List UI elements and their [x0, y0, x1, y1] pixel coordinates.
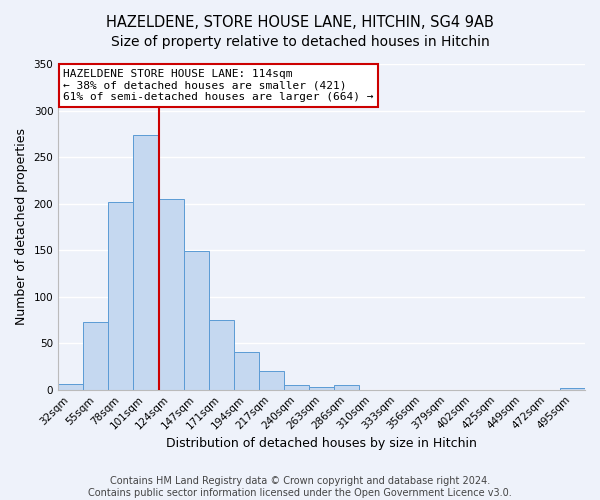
- Bar: [83, 322, 109, 390]
- Y-axis label: Number of detached properties: Number of detached properties: [15, 128, 28, 326]
- Bar: [133, 134, 158, 390]
- Text: Size of property relative to detached houses in Hitchin: Size of property relative to detached ho…: [110, 35, 490, 49]
- X-axis label: Distribution of detached houses by size in Hitchin: Distribution of detached houses by size …: [166, 437, 477, 450]
- Bar: [334, 385, 359, 390]
- Text: HAZELDENE, STORE HOUSE LANE, HITCHIN, SG4 9AB: HAZELDENE, STORE HOUSE LANE, HITCHIN, SG…: [106, 15, 494, 30]
- Bar: [184, 251, 209, 390]
- Bar: [209, 320, 234, 390]
- Bar: [309, 387, 334, 390]
- Bar: [234, 352, 259, 390]
- Bar: [259, 371, 284, 390]
- Bar: [560, 388, 585, 390]
- Bar: [284, 385, 309, 390]
- Bar: [58, 384, 83, 390]
- Text: Contains HM Land Registry data © Crown copyright and database right 2024.
Contai: Contains HM Land Registry data © Crown c…: [88, 476, 512, 498]
- Text: HAZELDENE STORE HOUSE LANE: 114sqm
← 38% of detached houses are smaller (421)
61: HAZELDENE STORE HOUSE LANE: 114sqm ← 38%…: [64, 69, 374, 102]
- Bar: [109, 202, 133, 390]
- Bar: [158, 199, 184, 390]
